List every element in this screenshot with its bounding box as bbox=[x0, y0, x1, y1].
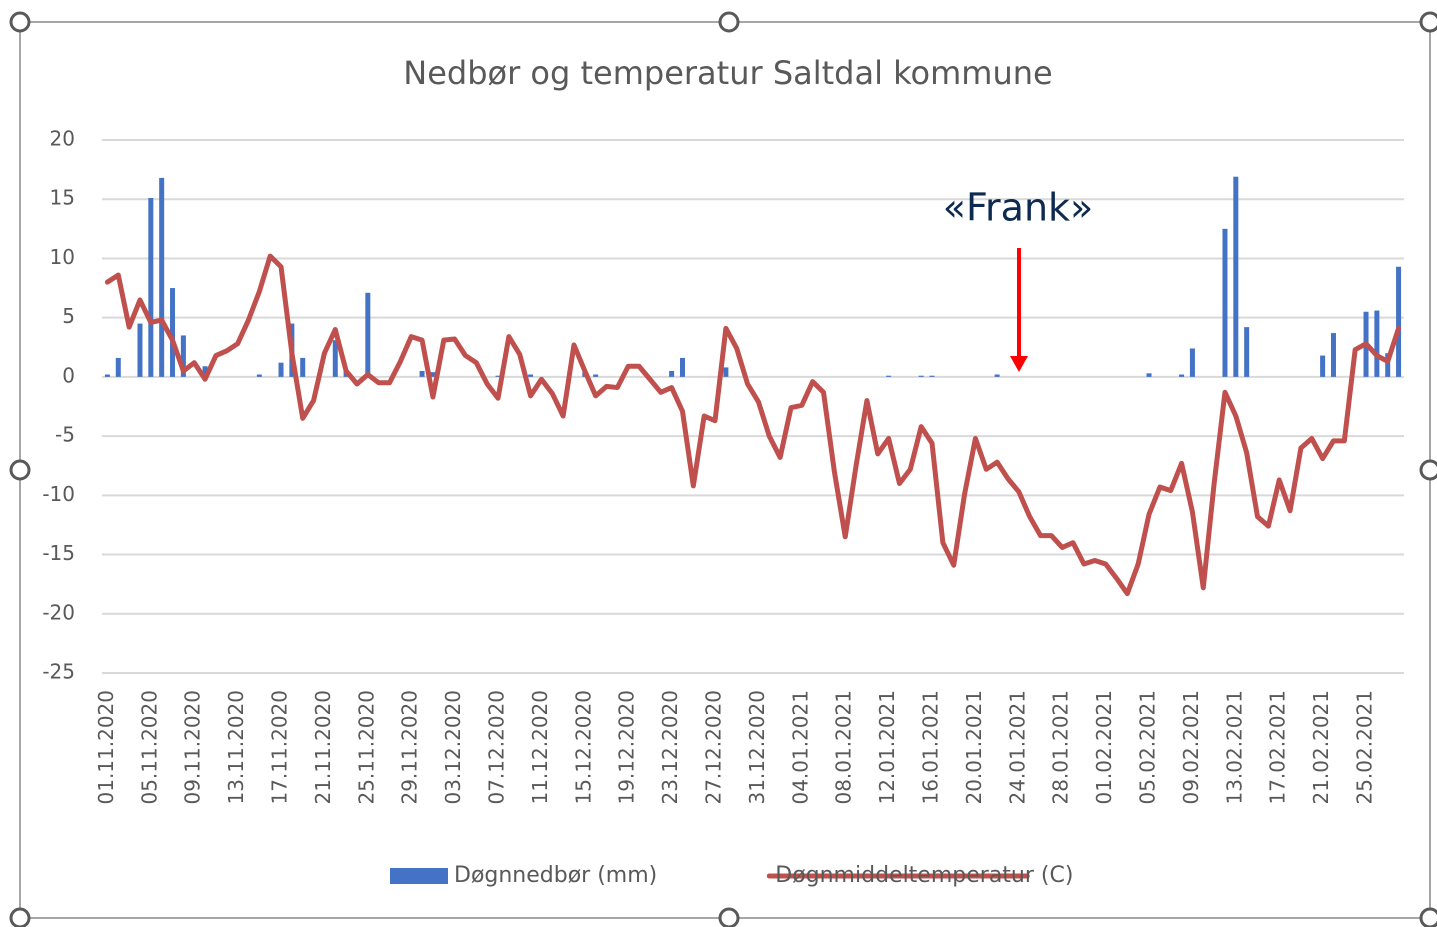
bar bbox=[669, 370, 675, 377]
bar bbox=[1396, 266, 1402, 377]
bar bbox=[278, 362, 284, 377]
bar bbox=[170, 288, 176, 377]
bar bbox=[918, 375, 924, 377]
bar bbox=[1320, 355, 1326, 377]
bar bbox=[148, 198, 154, 377]
x-tick-label: 28.01.2021 bbox=[1049, 690, 1073, 805]
x-tick-label: 04.01.2021 bbox=[788, 690, 812, 805]
x-tick-label: 13.11.2020 bbox=[224, 690, 248, 805]
bar bbox=[679, 357, 685, 377]
x-tick-label: 01.02.2021 bbox=[1092, 690, 1116, 805]
bar bbox=[1179, 374, 1185, 377]
bar bbox=[137, 323, 143, 377]
x-tick-label: 09.02.2021 bbox=[1179, 690, 1203, 805]
x-tick-label: 29.11.2020 bbox=[398, 690, 422, 805]
y-tick-label: -25 bbox=[42, 660, 75, 684]
x-tick-label: 25.02.2021 bbox=[1353, 690, 1377, 805]
x-tick-label: 09.11.2020 bbox=[181, 690, 205, 805]
frame-handles bbox=[9, 11, 1437, 927]
y-tick-label: 10 bbox=[50, 245, 75, 269]
x-tick-label: 08.01.2021 bbox=[832, 690, 856, 805]
x-tick-label: 17.02.2021 bbox=[1266, 690, 1290, 805]
y-tick-label: 20 bbox=[50, 127, 75, 151]
bars bbox=[104, 176, 1402, 377]
x-tick-label: 13.02.2021 bbox=[1222, 690, 1246, 805]
y-tick-label: -15 bbox=[42, 541, 75, 565]
labels: -25 -20 -15 -10 -5 0 5 10 15 20 01.11.2020 05.11.20… bbox=[42, 127, 1376, 805]
bar bbox=[994, 374, 1000, 377]
bar bbox=[159, 177, 165, 377]
x-tick-label: 17.11.2020 bbox=[268, 690, 292, 805]
x-tick-label: 21.11.2020 bbox=[311, 690, 335, 805]
lines bbox=[104, 253, 1402, 597]
annotation-arrow bbox=[1010, 248, 1028, 372]
bar bbox=[1233, 176, 1239, 377]
chart-title: Nedbør og temperatur Saltdal kommune bbox=[403, 54, 1052, 92]
x-tick-label: 27.12.2020 bbox=[702, 690, 726, 805]
x-tick-label: 01.11.2020 bbox=[94, 690, 118, 805]
legend-label: Døgnnedbør (mm) bbox=[454, 863, 657, 888]
bar bbox=[593, 374, 599, 377]
bar bbox=[256, 374, 262, 377]
x-tick-label: 05.11.2020 bbox=[137, 690, 161, 805]
legend-swatch bbox=[390, 868, 448, 884]
x-tick-label: 16.01.2021 bbox=[919, 690, 943, 805]
bar bbox=[929, 375, 935, 377]
bar bbox=[1222, 228, 1228, 377]
line bbox=[104, 253, 1402, 597]
x-tick-label: 25.11.2020 bbox=[354, 690, 378, 805]
x-tick-label: 05.02.2021 bbox=[1136, 690, 1160, 805]
x-tick-label: 11.12.2020 bbox=[528, 690, 552, 805]
x-tick-label: 03.12.2020 bbox=[441, 690, 465, 805]
bar bbox=[1385, 353, 1391, 377]
x-tick-label: 15.12.2020 bbox=[571, 690, 595, 805]
bar bbox=[202, 366, 208, 377]
y-tick-label: -5 bbox=[55, 423, 75, 447]
annotation: «Frank» bbox=[943, 186, 1094, 230]
x-tick-label: 20.01.2021 bbox=[962, 690, 986, 805]
x-tick-label: 12.01.2021 bbox=[875, 690, 899, 805]
bar bbox=[886, 375, 892, 377]
bar bbox=[1189, 348, 1195, 377]
bar bbox=[180, 335, 186, 377]
bar bbox=[300, 357, 306, 377]
y-tick-label: 15 bbox=[50, 186, 75, 210]
bar bbox=[332, 340, 338, 377]
legend: Døgnnedbør (mm) Døgnmiddeltemperatur (C) bbox=[390, 863, 1073, 888]
x-tick-label: 24.01.2021 bbox=[1005, 690, 1029, 805]
x-tick-label: 31.12.2020 bbox=[745, 690, 769, 805]
bar bbox=[528, 374, 534, 377]
legend-label: Døgnmiddeltemperatur (C) bbox=[775, 863, 1073, 888]
bar bbox=[419, 370, 425, 377]
bar bbox=[430, 372, 436, 377]
bar bbox=[1146, 373, 1152, 377]
y-tick-label: 0 bbox=[62, 363, 75, 387]
bar bbox=[1374, 310, 1380, 377]
y-tick-label: 5 bbox=[62, 304, 75, 328]
bar bbox=[365, 292, 371, 377]
y-tick-label: -10 bbox=[42, 482, 75, 506]
bar bbox=[115, 357, 121, 377]
bar bbox=[1244, 327, 1250, 377]
bar bbox=[1330, 333, 1336, 377]
x-tick-label: 07.12.2020 bbox=[485, 690, 509, 805]
x-tick-label: 21.02.2021 bbox=[1309, 690, 1333, 805]
x-tick-label: 19.12.2020 bbox=[615, 690, 639, 805]
x-tick-label: 23.12.2020 bbox=[658, 690, 682, 805]
bar bbox=[495, 375, 501, 377]
bar bbox=[723, 367, 729, 377]
bar bbox=[104, 374, 110, 377]
y-tick-label: -20 bbox=[42, 600, 75, 624]
